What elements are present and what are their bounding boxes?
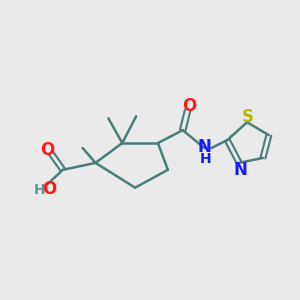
- Text: S: S: [242, 108, 254, 126]
- Text: O: O: [42, 180, 56, 198]
- Text: O: O: [40, 141, 54, 159]
- Text: N: N: [233, 161, 247, 179]
- Text: H: H: [34, 183, 46, 196]
- Text: N: N: [198, 138, 212, 156]
- Text: H: H: [200, 152, 211, 166]
- Text: O: O: [182, 98, 197, 116]
